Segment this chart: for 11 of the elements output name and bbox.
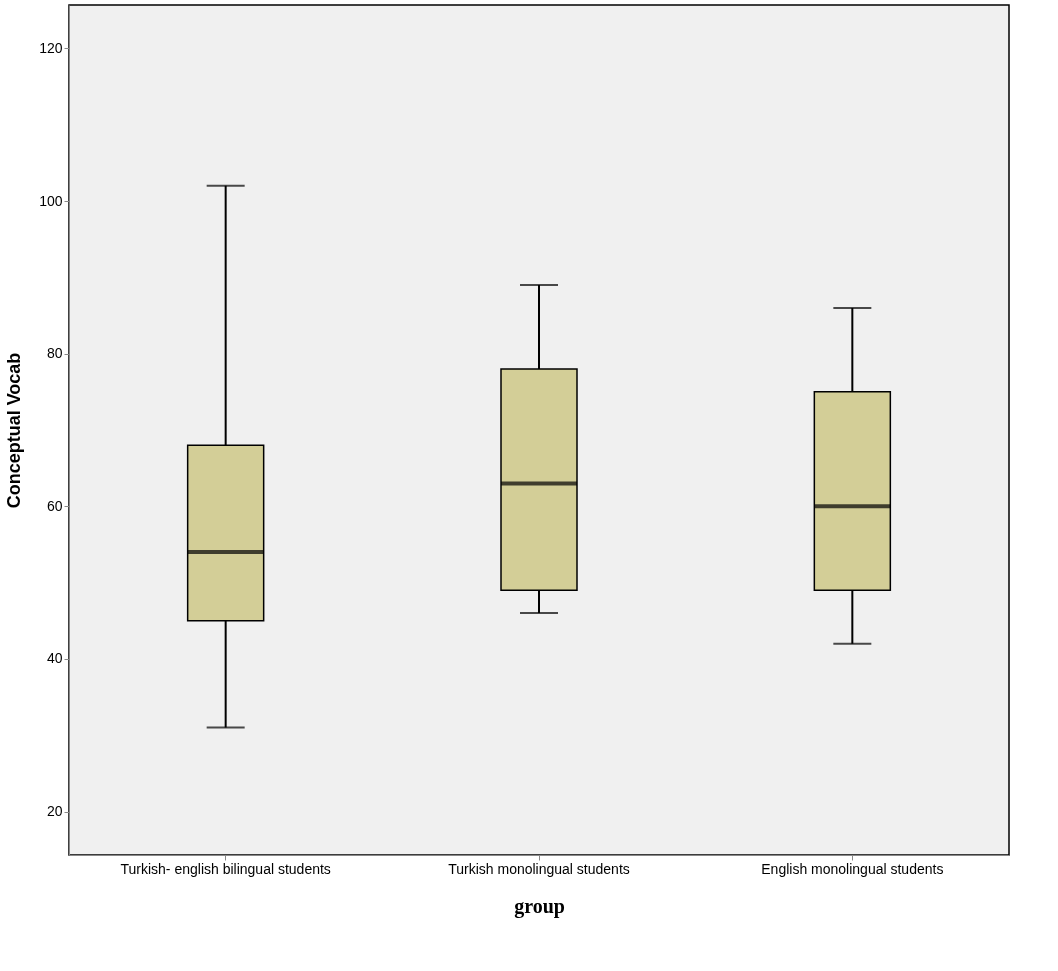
y-tick-label: 20 xyxy=(46,803,63,820)
x-tick-label: English monolingual students xyxy=(761,860,944,877)
y-tick-label: 100 xyxy=(39,192,63,209)
y-tick-label: 80 xyxy=(46,345,63,362)
y-tick-label: 60 xyxy=(46,497,63,514)
x-tick-label: Turkish- english bilingual students xyxy=(120,860,331,877)
y-axis-title: Conceptual Vocab xyxy=(4,352,25,509)
x-axis-title: group xyxy=(514,894,565,918)
y-tick-label: 120 xyxy=(39,39,63,56)
x-tick-label: Turkish monolingual students xyxy=(448,860,630,877)
y-tick-label: 40 xyxy=(46,650,63,667)
